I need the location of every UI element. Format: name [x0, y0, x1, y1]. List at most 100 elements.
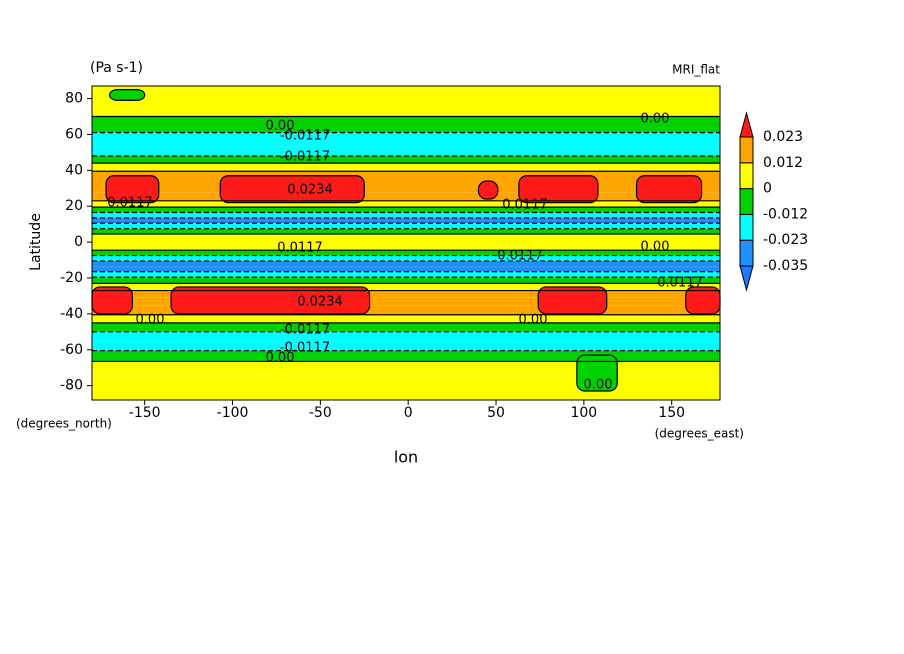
y-tick-label: -40: [60, 306, 83, 322]
x-tick-label: 0: [404, 405, 413, 421]
x-tick-label: -150: [129, 405, 161, 421]
x-tick-label: 50: [487, 405, 505, 421]
zonal-band: [92, 116, 720, 133]
zonal-band: [92, 376, 720, 392]
contour-label: 0.00: [641, 112, 670, 127]
zonal-band: [92, 283, 720, 291]
zonal-band: [92, 207, 720, 213]
colorbar-segment: [739, 213, 754, 241]
contour-label: 0.0234: [287, 183, 333, 198]
zonal-band: [92, 239, 720, 245]
y-tick-label: 60: [65, 126, 83, 142]
y-tick-label: -80: [60, 378, 83, 394]
contour-patch: [576, 354, 618, 392]
colorbar-label: -0.023: [763, 232, 808, 248]
zonal-band: [92, 146, 720, 156]
y-units: (degrees_north): [16, 417, 112, 431]
y-tick-label: 80: [65, 91, 83, 107]
y-tick-label: -20: [60, 270, 83, 286]
zonal-band: [92, 290, 720, 298]
zonal-band: [92, 192, 720, 201]
zonal-band: [92, 297, 720, 306]
colorbar-segment: [739, 188, 754, 215]
y-tick-label: 0: [74, 234, 83, 250]
contour-patch: [477, 180, 499, 200]
contour-label: -0.0117: [280, 150, 330, 165]
zonal-band: [92, 341, 720, 351]
contour-label: -0.0117: [280, 129, 330, 144]
colorbar-label: -0.035: [763, 258, 808, 274]
zonal-band: [92, 350, 720, 362]
zonal-band: [92, 228, 720, 235]
contour-label: 0.0117: [277, 241, 323, 256]
chart-title: (Pa s-1): [90, 60, 143, 76]
zonal-band: [92, 171, 720, 182]
chart-subtitle: MRI_flat: [672, 63, 720, 77]
x-axis-label: lon: [394, 448, 418, 467]
zonal-band: [92, 266, 720, 272]
zonal-band: [92, 217, 720, 224]
plot-frame: [91, 85, 721, 401]
zonal-band: [92, 244, 720, 251]
zonal-band: [92, 86, 720, 99]
contour-patch: [105, 175, 160, 204]
contour-patch: [108, 88, 146, 101]
zonal-band: [92, 331, 720, 342]
contour-patch: [219, 175, 365, 204]
contour-label: 0.00: [266, 119, 295, 134]
zonal-band: [92, 255, 720, 261]
zonal-band: [92, 314, 720, 323]
colorbar-cap: [739, 265, 754, 292]
zonal-band: [92, 181, 720, 193]
colorbar-label: -0.012: [763, 206, 808, 222]
contour-patch: [537, 286, 608, 315]
colorbar-label: 0.023: [763, 129, 803, 145]
contour-patch: [170, 286, 371, 315]
y-tick-label: 40: [65, 162, 83, 178]
zonal-band: [92, 277, 720, 284]
contour-label: 0.00: [641, 240, 670, 255]
zonal-band: [92, 250, 720, 256]
zonal-band: [92, 200, 720, 208]
contour-label: 0.0117: [657, 276, 703, 291]
zonal-band: [92, 305, 720, 315]
contour-label: 0.0117: [497, 249, 543, 264]
colorbar-label: 0: [763, 181, 772, 197]
colorbar-segment: [739, 162, 754, 190]
zonal-band: [92, 361, 720, 377]
y-tick-label: -60: [60, 342, 83, 358]
contour-label: 0.00: [136, 313, 165, 328]
zonal-band: [92, 212, 720, 218]
colorbar-label: 0.012: [763, 155, 803, 171]
contour-label: 0.0117: [107, 196, 153, 211]
x-tick-label: -100: [217, 405, 249, 421]
zonal-band: [92, 132, 720, 147]
contour-patch: [635, 175, 703, 204]
zonal-band: [92, 260, 720, 267]
y-tick-label: 20: [65, 198, 83, 214]
x-tick-label: -50: [309, 405, 332, 421]
contour-label: -0.0117: [280, 341, 330, 356]
zonal-band: [92, 234, 720, 240]
colorbar-segment: [739, 136, 754, 164]
contour-label: 0.0234: [297, 295, 343, 310]
contour-label: 0.00: [584, 378, 613, 393]
y-axis-label: Latitude: [28, 213, 44, 271]
contour-label: 0.0117: [502, 198, 548, 213]
x-tick-label: 100: [570, 405, 597, 421]
contour-label: 0.00: [519, 313, 548, 328]
zonal-band: [92, 223, 720, 229]
zonal-band: [92, 322, 720, 332]
zonal-band: [92, 98, 720, 117]
zonal-band: [92, 163, 720, 172]
zonal-band: [92, 391, 720, 400]
contour-label: 0.00: [266, 351, 295, 366]
contour-label: -0.0117: [280, 323, 330, 338]
contour-patch: [518, 175, 599, 204]
colorbar-segment: [739, 239, 754, 267]
x-units: (degrees_east): [655, 427, 744, 441]
zonal-band: [92, 271, 720, 278]
zonal-band: [92, 155, 720, 164]
